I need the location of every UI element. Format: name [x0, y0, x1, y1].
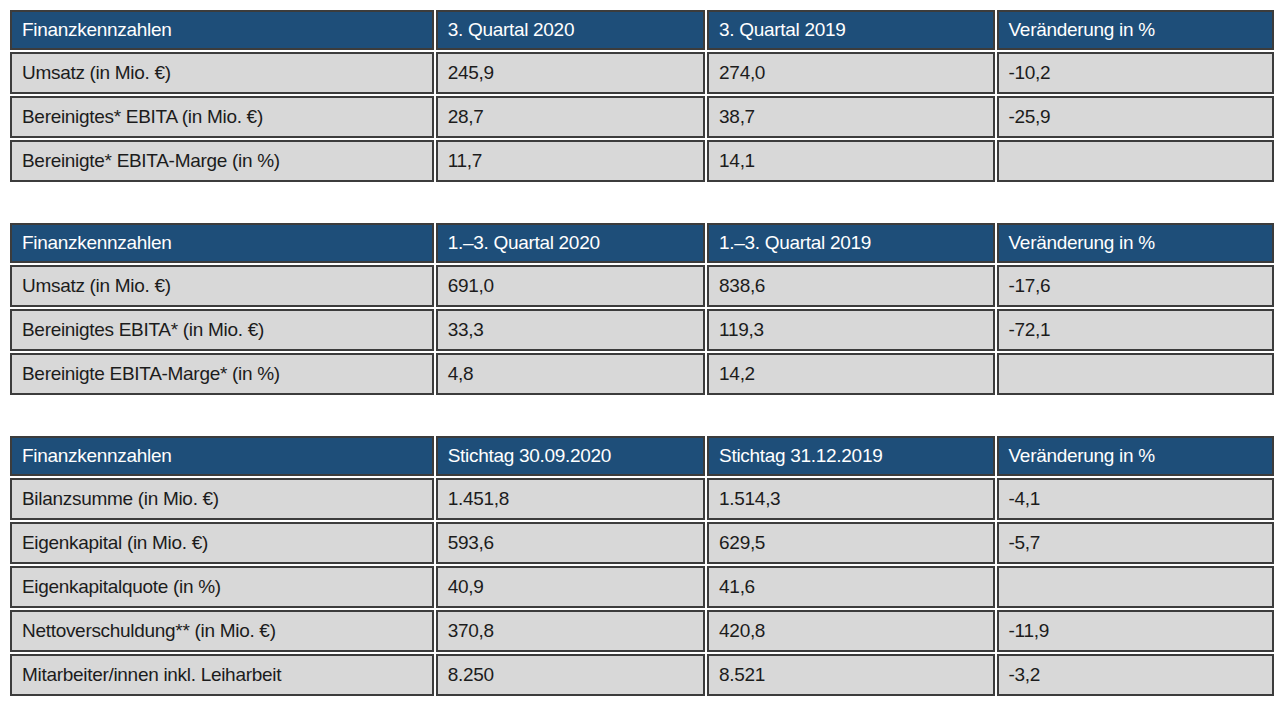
- value-2019-cell: 38,7: [707, 96, 994, 138]
- table-row: Bilanzsumme (in Mio. €) 1.451,8 1.514,3 …: [10, 478, 1274, 520]
- value-2019-cell: 1.514,3: [707, 478, 994, 520]
- header-veraenderung: Veränderung in %: [997, 223, 1274, 263]
- value-2019-cell: 14,1: [707, 140, 994, 182]
- change-cell: -4,1: [997, 478, 1274, 520]
- row-label-cell: Umsatz (in Mio. €): [10, 265, 434, 307]
- row-label-cell: Bereinigtes EBITA* (in Mio. €): [10, 309, 434, 351]
- change-cell: -10,2: [997, 52, 1274, 94]
- value-2020-cell: 691,0: [436, 265, 705, 307]
- value-2020-cell: 11,7: [436, 140, 705, 182]
- row-label-cell: Eigenkapital (in Mio. €): [10, 522, 434, 564]
- value-2019-cell: 420,8: [707, 610, 994, 652]
- table-header-row: Finanzkennzahlen 1.–3. Quartal 2020 1.–3…: [10, 223, 1274, 263]
- table-row: Bereinigtes* EBITA (in Mio. €) 28,7 38,7…: [10, 96, 1274, 138]
- header-period-2020: 3. Quartal 2020: [436, 10, 705, 50]
- row-label-cell: Bilanzsumme (in Mio. €): [10, 478, 434, 520]
- value-2020-cell: 4,8: [436, 353, 705, 395]
- change-cell: -5,7: [997, 522, 1274, 564]
- value-2020-cell: 370,8: [436, 610, 705, 652]
- row-label-cell: Bereinigtes* EBITA (in Mio. €): [10, 96, 434, 138]
- value-2020-cell: 593,6: [436, 522, 705, 564]
- value-2019-cell: 838,6: [707, 265, 994, 307]
- table-row: Nettoverschuldung** (in Mio. €) 370,8 42…: [10, 610, 1274, 652]
- header-period-2019: 1.–3. Quartal 2019: [707, 223, 994, 263]
- table-row: Eigenkapital (in Mio. €) 593,6 629,5 -5,…: [10, 522, 1274, 564]
- table-row: Bereinigtes EBITA* (in Mio. €) 33,3 119,…: [10, 309, 1274, 351]
- table-header-row: Finanzkennzahlen 3. Quartal 2020 3. Quar…: [10, 10, 1274, 50]
- row-label-cell: Umsatz (in Mio. €): [10, 52, 434, 94]
- table-stichtag: Finanzkennzahlen Stichtag 30.09.2020 Sti…: [8, 434, 1276, 698]
- header-veraenderung: Veränderung in %: [997, 10, 1274, 50]
- financial-key-figures-page: Finanzkennzahlen 3. Quartal 2020 3. Quar…: [0, 0, 1280, 708]
- table-header-row: Finanzkennzahlen Stichtag 30.09.2020 Sti…: [10, 436, 1274, 476]
- row-label-cell: Nettoverschuldung** (in Mio. €): [10, 610, 434, 652]
- value-2020-cell: 28,7: [436, 96, 705, 138]
- value-2019-cell: 119,3: [707, 309, 994, 351]
- value-2019-cell: 8.521: [707, 654, 994, 696]
- change-cell: -11,9: [997, 610, 1274, 652]
- header-period-2020: 1.–3. Quartal 2020: [436, 223, 705, 263]
- table-quartal-3: Finanzkennzahlen 3. Quartal 2020 3. Quar…: [8, 8, 1276, 184]
- value-2019-cell: 14,2: [707, 353, 994, 395]
- header-finanzkennzahlen: Finanzkennzahlen: [10, 436, 434, 476]
- value-2020-cell: 40,9: [436, 566, 705, 608]
- value-2020-cell: 8.250: [436, 654, 705, 696]
- row-label-cell: Eigenkapitalquote (in %): [10, 566, 434, 608]
- value-2019-cell: 274,0: [707, 52, 994, 94]
- change-cell: [997, 353, 1274, 395]
- value-2020-cell: 1.451,8: [436, 478, 705, 520]
- header-period-2019: 3. Quartal 2019: [707, 10, 994, 50]
- value-2019-cell: 41,6: [707, 566, 994, 608]
- header-finanzkennzahlen: Finanzkennzahlen: [10, 10, 434, 50]
- table-row: Eigenkapitalquote (in %) 40,9 41,6: [10, 566, 1274, 608]
- header-stichtag-2019: Stichtag 31.12.2019: [707, 436, 994, 476]
- change-cell: -72,1: [997, 309, 1274, 351]
- table-row: Bereinigte EBITA-Marge* (in %) 4,8 14,2: [10, 353, 1274, 395]
- change-cell: -17,6: [997, 265, 1274, 307]
- change-cell: -25,9: [997, 96, 1274, 138]
- change-cell: [997, 140, 1274, 182]
- change-cell: [997, 566, 1274, 608]
- value-2020-cell: 33,3: [436, 309, 705, 351]
- change-cell: -3,2: [997, 654, 1274, 696]
- table-row: Mitarbeiter/innen inkl. Leiharbeit 8.250…: [10, 654, 1274, 696]
- header-veraenderung: Veränderung in %: [997, 436, 1274, 476]
- table-row: Umsatz (in Mio. €) 691,0 838,6 -17,6: [10, 265, 1274, 307]
- row-label-cell: Bereinigte EBITA-Marge* (in %): [10, 353, 434, 395]
- row-label-cell: Bereinigte* EBITA-Marge (in %): [10, 140, 434, 182]
- table-row: Bereinigte* EBITA-Marge (in %) 11,7 14,1: [10, 140, 1274, 182]
- value-2019-cell: 629,5: [707, 522, 994, 564]
- table-quartal-1-3: Finanzkennzahlen 1.–3. Quartal 2020 1.–3…: [8, 221, 1276, 397]
- value-2020-cell: 245,9: [436, 52, 705, 94]
- table-row: Umsatz (in Mio. €) 245,9 274,0 -10,2: [10, 52, 1274, 94]
- header-stichtag-2020: Stichtag 30.09.2020: [436, 436, 705, 476]
- row-label-cell: Mitarbeiter/innen inkl. Leiharbeit: [10, 654, 434, 696]
- header-finanzkennzahlen: Finanzkennzahlen: [10, 223, 434, 263]
